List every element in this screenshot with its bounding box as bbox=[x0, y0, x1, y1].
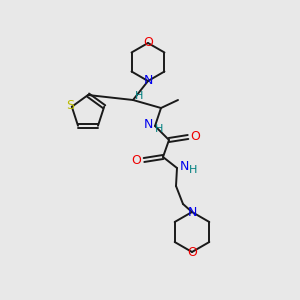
Text: N: N bbox=[143, 74, 153, 88]
Text: O: O bbox=[143, 37, 153, 50]
Text: O: O bbox=[187, 245, 197, 259]
Text: O: O bbox=[190, 130, 200, 143]
Text: H: H bbox=[189, 165, 197, 175]
Text: H: H bbox=[135, 91, 143, 101]
Text: S: S bbox=[66, 99, 74, 112]
Text: H: H bbox=[155, 124, 163, 134]
Text: O: O bbox=[131, 154, 141, 166]
Text: N: N bbox=[187, 206, 197, 218]
Text: N: N bbox=[179, 160, 189, 172]
Text: N: N bbox=[143, 118, 153, 131]
